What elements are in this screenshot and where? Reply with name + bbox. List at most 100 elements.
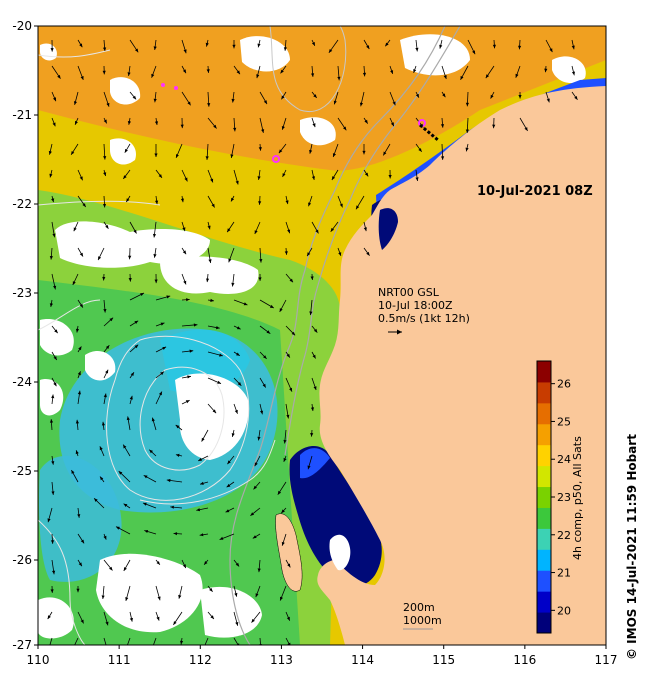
x-tick-label: 111: [108, 653, 131, 667]
current-arrow-head: [182, 564, 186, 569]
colorbar-segment: [537, 361, 551, 383]
current-arrow-head: [170, 505, 174, 509]
current-arrow-head: [106, 102, 110, 107]
plot-frame: [37, 25, 607, 646]
current-arrow-head: [233, 127, 237, 132]
current-arrow-head: [72, 281, 76, 285]
current-arrow-head: [284, 251, 288, 255]
current-arrow-head: [236, 352, 240, 356]
current-arrow-head: [231, 433, 235, 437]
current-arrow-head: [103, 172, 107, 176]
current-arrow-head: [281, 541, 285, 546]
colorbar-segment: [537, 381, 551, 404]
current-arrow-head: [259, 259, 263, 263]
current-arrow-head: [196, 508, 201, 512]
current-arrow-head: [189, 349, 194, 353]
current-arrow-head: [278, 149, 283, 154]
current-arrow-head: [312, 123, 316, 128]
current-arrow-head: [210, 178, 214, 183]
current-arrow-head: [100, 476, 104, 481]
current-arrow-head: [50, 48, 54, 52]
current-arrow-head: [465, 147, 469, 152]
dirk-hartog-island: [275, 513, 303, 592]
current-arrow-head: [549, 48, 553, 53]
current-arrow-head: [125, 648, 128, 652]
cloud-mask: [38, 34, 586, 639]
current-arrow-head: [153, 98, 157, 103]
current-arrow-head: [231, 197, 235, 202]
current-arrow-head: [98, 256, 102, 261]
current-arrow-head: [157, 596, 161, 601]
x-tick-label: 113: [270, 653, 293, 667]
current-arrow-head: [79, 176, 83, 181]
ocean-cyan-eddy-2: [39, 455, 122, 582]
current-arrow-head: [103, 47, 107, 51]
current-arrow: [204, 637, 209, 645]
current-arrow-head: [49, 256, 53, 260]
current-arrow-head: [269, 304, 274, 308]
current-arrow-head: [219, 536, 224, 540]
current-arrow-head: [52, 570, 56, 575]
current-arrow-head: [184, 177, 188, 182]
current-arrow-head: [546, 98, 550, 103]
current-arrow-head: [77, 390, 81, 395]
current-arrow-head: [127, 121, 131, 125]
current-arrow-head: [231, 282, 235, 287]
y-tick-label: -23: [12, 286, 32, 300]
current-info-line-1: NRT00 GSL: [378, 286, 440, 299]
current-arrow-head: [210, 298, 214, 302]
current-arrow-head: [206, 69, 210, 73]
current-arrow-head: [443, 75, 447, 79]
current-arrow-head: [204, 561, 208, 565]
current-arrow-head: [80, 539, 85, 544]
current-arrow-head: [140, 293, 144, 296]
x-tick-label: 110: [27, 653, 50, 667]
current-arrow-head: [225, 509, 230, 513]
current-arrow-head: [307, 465, 311, 470]
current-arrow-head: [291, 331, 296, 336]
current-arrow-head: [234, 409, 238, 414]
current-arrow-head: [50, 589, 54, 593]
current-arrow-head: [77, 514, 81, 518]
colorbar-tick-label: 24: [557, 453, 571, 466]
current-arrow-head: [338, 252, 342, 256]
current-arrow: [153, 637, 157, 645]
current-arrow-head: [366, 45, 370, 49]
current-arrow-head: [94, 498, 98, 502]
current-arrow-head: [460, 75, 464, 80]
colorbar-segment: [537, 507, 551, 529]
current-arrow-head: [439, 44, 443, 49]
current-arrow-head: [472, 50, 476, 55]
current-arrow-head: [574, 96, 578, 100]
current-arrow-head: [47, 518, 51, 523]
current-arrow-head: [333, 100, 337, 105]
current-arrow-head: [228, 258, 232, 263]
current-arrow-head: [49, 419, 54, 423]
current-arrow-head: [79, 252, 83, 257]
colorbar-title: 4h comp, p50, All Sats: [571, 436, 584, 560]
current-arrow-head: [154, 121, 159, 125]
current-arrow-head: [328, 49, 333, 53]
current-arrow-head: [102, 203, 107, 208]
current-arrow-head: [544, 68, 548, 73]
current-arrow-head: [252, 535, 257, 539]
current-arrow-head: [82, 203, 86, 207]
colorbar-tick-label: 23: [557, 491, 571, 504]
current-arrow-head: [75, 328, 80, 333]
current-arrow-head: [227, 228, 231, 233]
current-arrow-head: [250, 512, 255, 516]
current-arrow-head: [216, 326, 220, 330]
current-arrow-head: [287, 642, 291, 645]
current-arrow-head: [153, 46, 157, 50]
current-arrow-head: [78, 346, 82, 351]
float-markers: [161, 83, 439, 163]
current-arrow-head: [337, 76, 341, 81]
current-arrow-head: [308, 202, 312, 207]
current-arrow-head: [212, 409, 217, 414]
current-arrow-head: [186, 298, 190, 302]
current-arrow-head: [232, 44, 236, 49]
glider-track: [419, 123, 439, 142]
current-arrow-head: [49, 173, 53, 178]
current-arrow-head: [311, 176, 315, 180]
current-arrow-head: [207, 225, 211, 230]
